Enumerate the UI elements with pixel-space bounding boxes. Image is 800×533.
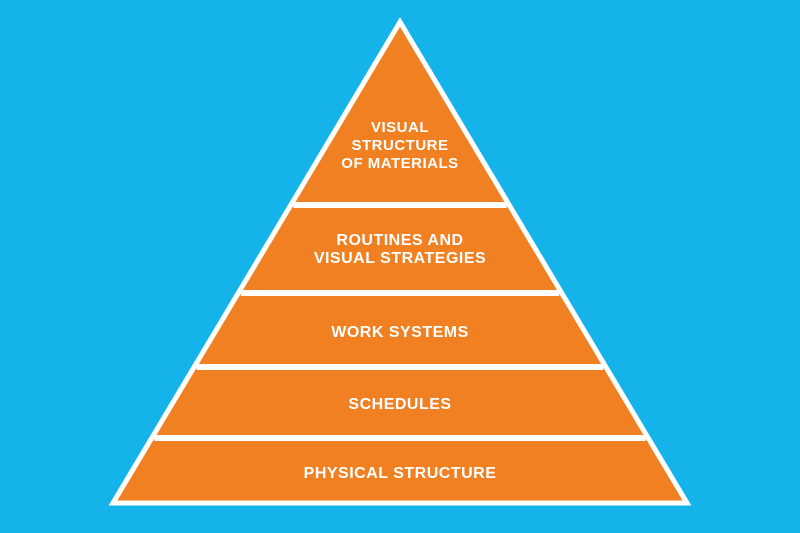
pyramid-level-3-label: WORK SYSTEMS bbox=[331, 324, 469, 341]
pyramid-diagram: VISUALSTRUCTUREOF MATERIALSROUTINES ANDV… bbox=[0, 0, 800, 533]
pyramid-level-2-label: ROUTINES ANDVISUAL STRATEGIES bbox=[314, 232, 486, 267]
pyramid-level-4-label: SCHEDULES bbox=[348, 396, 451, 413]
pyramid-level-5-label: PHYSICAL STRUCTURE bbox=[304, 465, 497, 482]
